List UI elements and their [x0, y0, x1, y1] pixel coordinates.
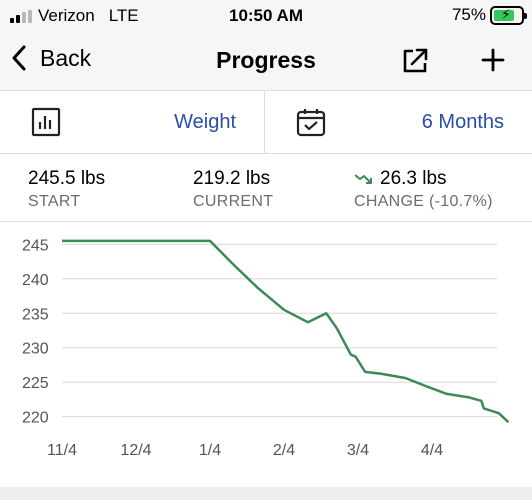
- back-button[interactable]: Back: [10, 44, 91, 72]
- y-tick-label: 245: [22, 237, 49, 254]
- status-time: 10:50 AM: [228, 6, 303, 25]
- trend-down-icon: [354, 174, 372, 184]
- bottom-strip: [0, 487, 532, 500]
- metric-value: Weight: [174, 111, 236, 133]
- range-value: 6 Months: [421, 111, 504, 133]
- x-tick-label: 1/4: [199, 442, 221, 459]
- chevron-left-icon: [12, 45, 26, 71]
- back-label: Back: [40, 44, 92, 71]
- x-tick-label: 12/4: [120, 442, 151, 459]
- y-tick-label: 220: [22, 410, 49, 427]
- change-value: 26.3 lbs: [380, 168, 447, 189]
- current-stat: 219.2 lbs CURRENT: [193, 168, 273, 211]
- selector-bar: Weight 6 Months: [0, 90, 532, 154]
- x-tick-label: 4/4: [421, 442, 443, 459]
- battery-percent: 75%: [451, 5, 486, 24]
- share-icon: [403, 48, 428, 73]
- start-label: START: [28, 193, 81, 210]
- y-tick-label: 225: [22, 375, 49, 392]
- current-value: 219.2 lbs: [193, 168, 271, 189]
- current-label: CURRENT: [193, 193, 274, 210]
- calendar-icon: [296, 109, 326, 137]
- carrier-name: Verizon: [38, 6, 95, 25]
- change-stat: 26.3 lbs CHANGE (-10.7%): [354, 168, 493, 211]
- add-button[interactable]: [478, 45, 508, 75]
- stats-bar: 245.5 lbs START 219.2 lbs CURRENT 26.3 l…: [0, 154, 532, 222]
- y-tick-label: 240: [22, 272, 49, 289]
- status-bar: Verizon LTE 10:50 AM 75% ⚡: [0, 0, 532, 32]
- y-tick-label: 235: [22, 306, 49, 323]
- battery-level-fill: [494, 9, 514, 21]
- x-tick-label: 11/4: [47, 442, 77, 459]
- navigation-bar: Back Progress: [0, 32, 532, 90]
- status-left: Verizon LTE: [10, 6, 139, 26]
- share-button[interactable]: [400, 46, 430, 76]
- weight-chart: 245 240 235 230 225 220 11/4 12/4 1/4 2/4 3/4 4/4: [0, 222, 532, 487]
- start-value: 245.5 lbs: [28, 168, 106, 189]
- network-type: LTE: [108, 6, 139, 25]
- metric-selector[interactable]: Weight: [0, 91, 265, 153]
- x-tick-label: 3/4: [347, 442, 369, 459]
- change-label: CHANGE (-10.7%): [354, 193, 493, 210]
- battery-icon: ⚡: [490, 5, 527, 25]
- bolt-icon: ⚡: [501, 5, 511, 22]
- start-stat: 245.5 lbs START: [28, 168, 105, 211]
- chart-icon: [31, 107, 61, 137]
- plus-icon: [481, 48, 505, 72]
- y-tick-label: 230: [22, 341, 49, 358]
- range-selector[interactable]: 6 Months: [265, 91, 532, 153]
- weight-chart-svg: 245 240 235 230 225 220 11/4 12/4 1/4 2/4 3/4 4/4: [22, 237, 510, 459]
- signal-icon: [10, 9, 32, 23]
- x-tick-label: 2/4: [273, 442, 295, 459]
- weight-series-line: [62, 239, 510, 424]
- status-right: 75% ⚡: [451, 5, 527, 25]
